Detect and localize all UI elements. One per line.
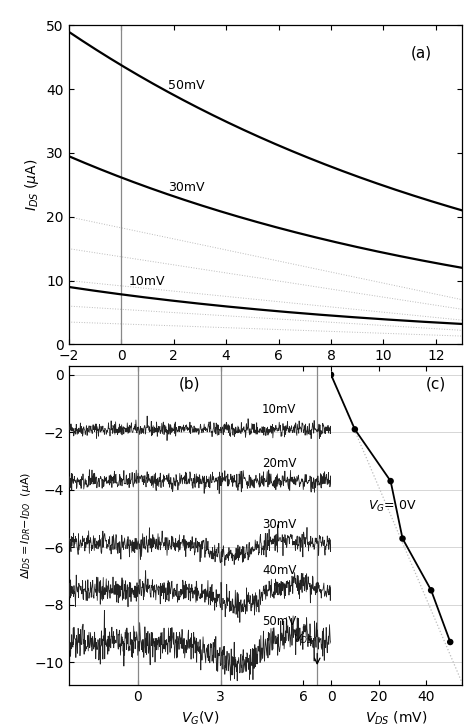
- Text: 50mV: 50mV: [262, 616, 296, 629]
- Point: [399, 533, 406, 544]
- Text: (a): (a): [411, 45, 432, 60]
- Y-axis label: $I_{DS}$ ($\mu$A): $I_{DS}$ ($\mu$A): [23, 159, 41, 211]
- Text: (c): (c): [426, 376, 446, 392]
- Y-axis label: $\Delta I_{DS}$$=$$I_{DR}$$-$$I_{DO}$  ($\mu$A): $\Delta I_{DS}$$=$$I_{DR}$$-$$I_{DO}$ ($…: [19, 472, 33, 579]
- Text: 30mV: 30mV: [168, 181, 205, 194]
- Point: [428, 584, 435, 596]
- Text: 10mV: 10mV: [129, 276, 165, 289]
- Text: 50mV: 50mV: [168, 79, 205, 92]
- Text: $V_G$= 0V: $V_G$= 0V: [368, 499, 416, 514]
- Text: 10mV: 10mV: [262, 402, 296, 415]
- X-axis label: $V_G$(V): $V_G$(V): [181, 710, 219, 725]
- Text: 30mV: 30mV: [262, 518, 296, 531]
- Point: [387, 476, 394, 487]
- X-axis label: $V_{DS}$ (mV): $V_{DS}$ (mV): [365, 710, 428, 725]
- Text: 40mV: 40mV: [262, 563, 296, 576]
- Text: (b): (b): [179, 376, 201, 392]
- X-axis label: $V_G$ (V): $V_G$ (V): [244, 369, 287, 386]
- Point: [447, 637, 454, 648]
- Point: [327, 369, 335, 381]
- Text: 20mV: 20mV: [262, 457, 296, 471]
- Text: $V_{DS}$: $V_{DS}$: [293, 632, 313, 646]
- Point: [351, 423, 359, 435]
